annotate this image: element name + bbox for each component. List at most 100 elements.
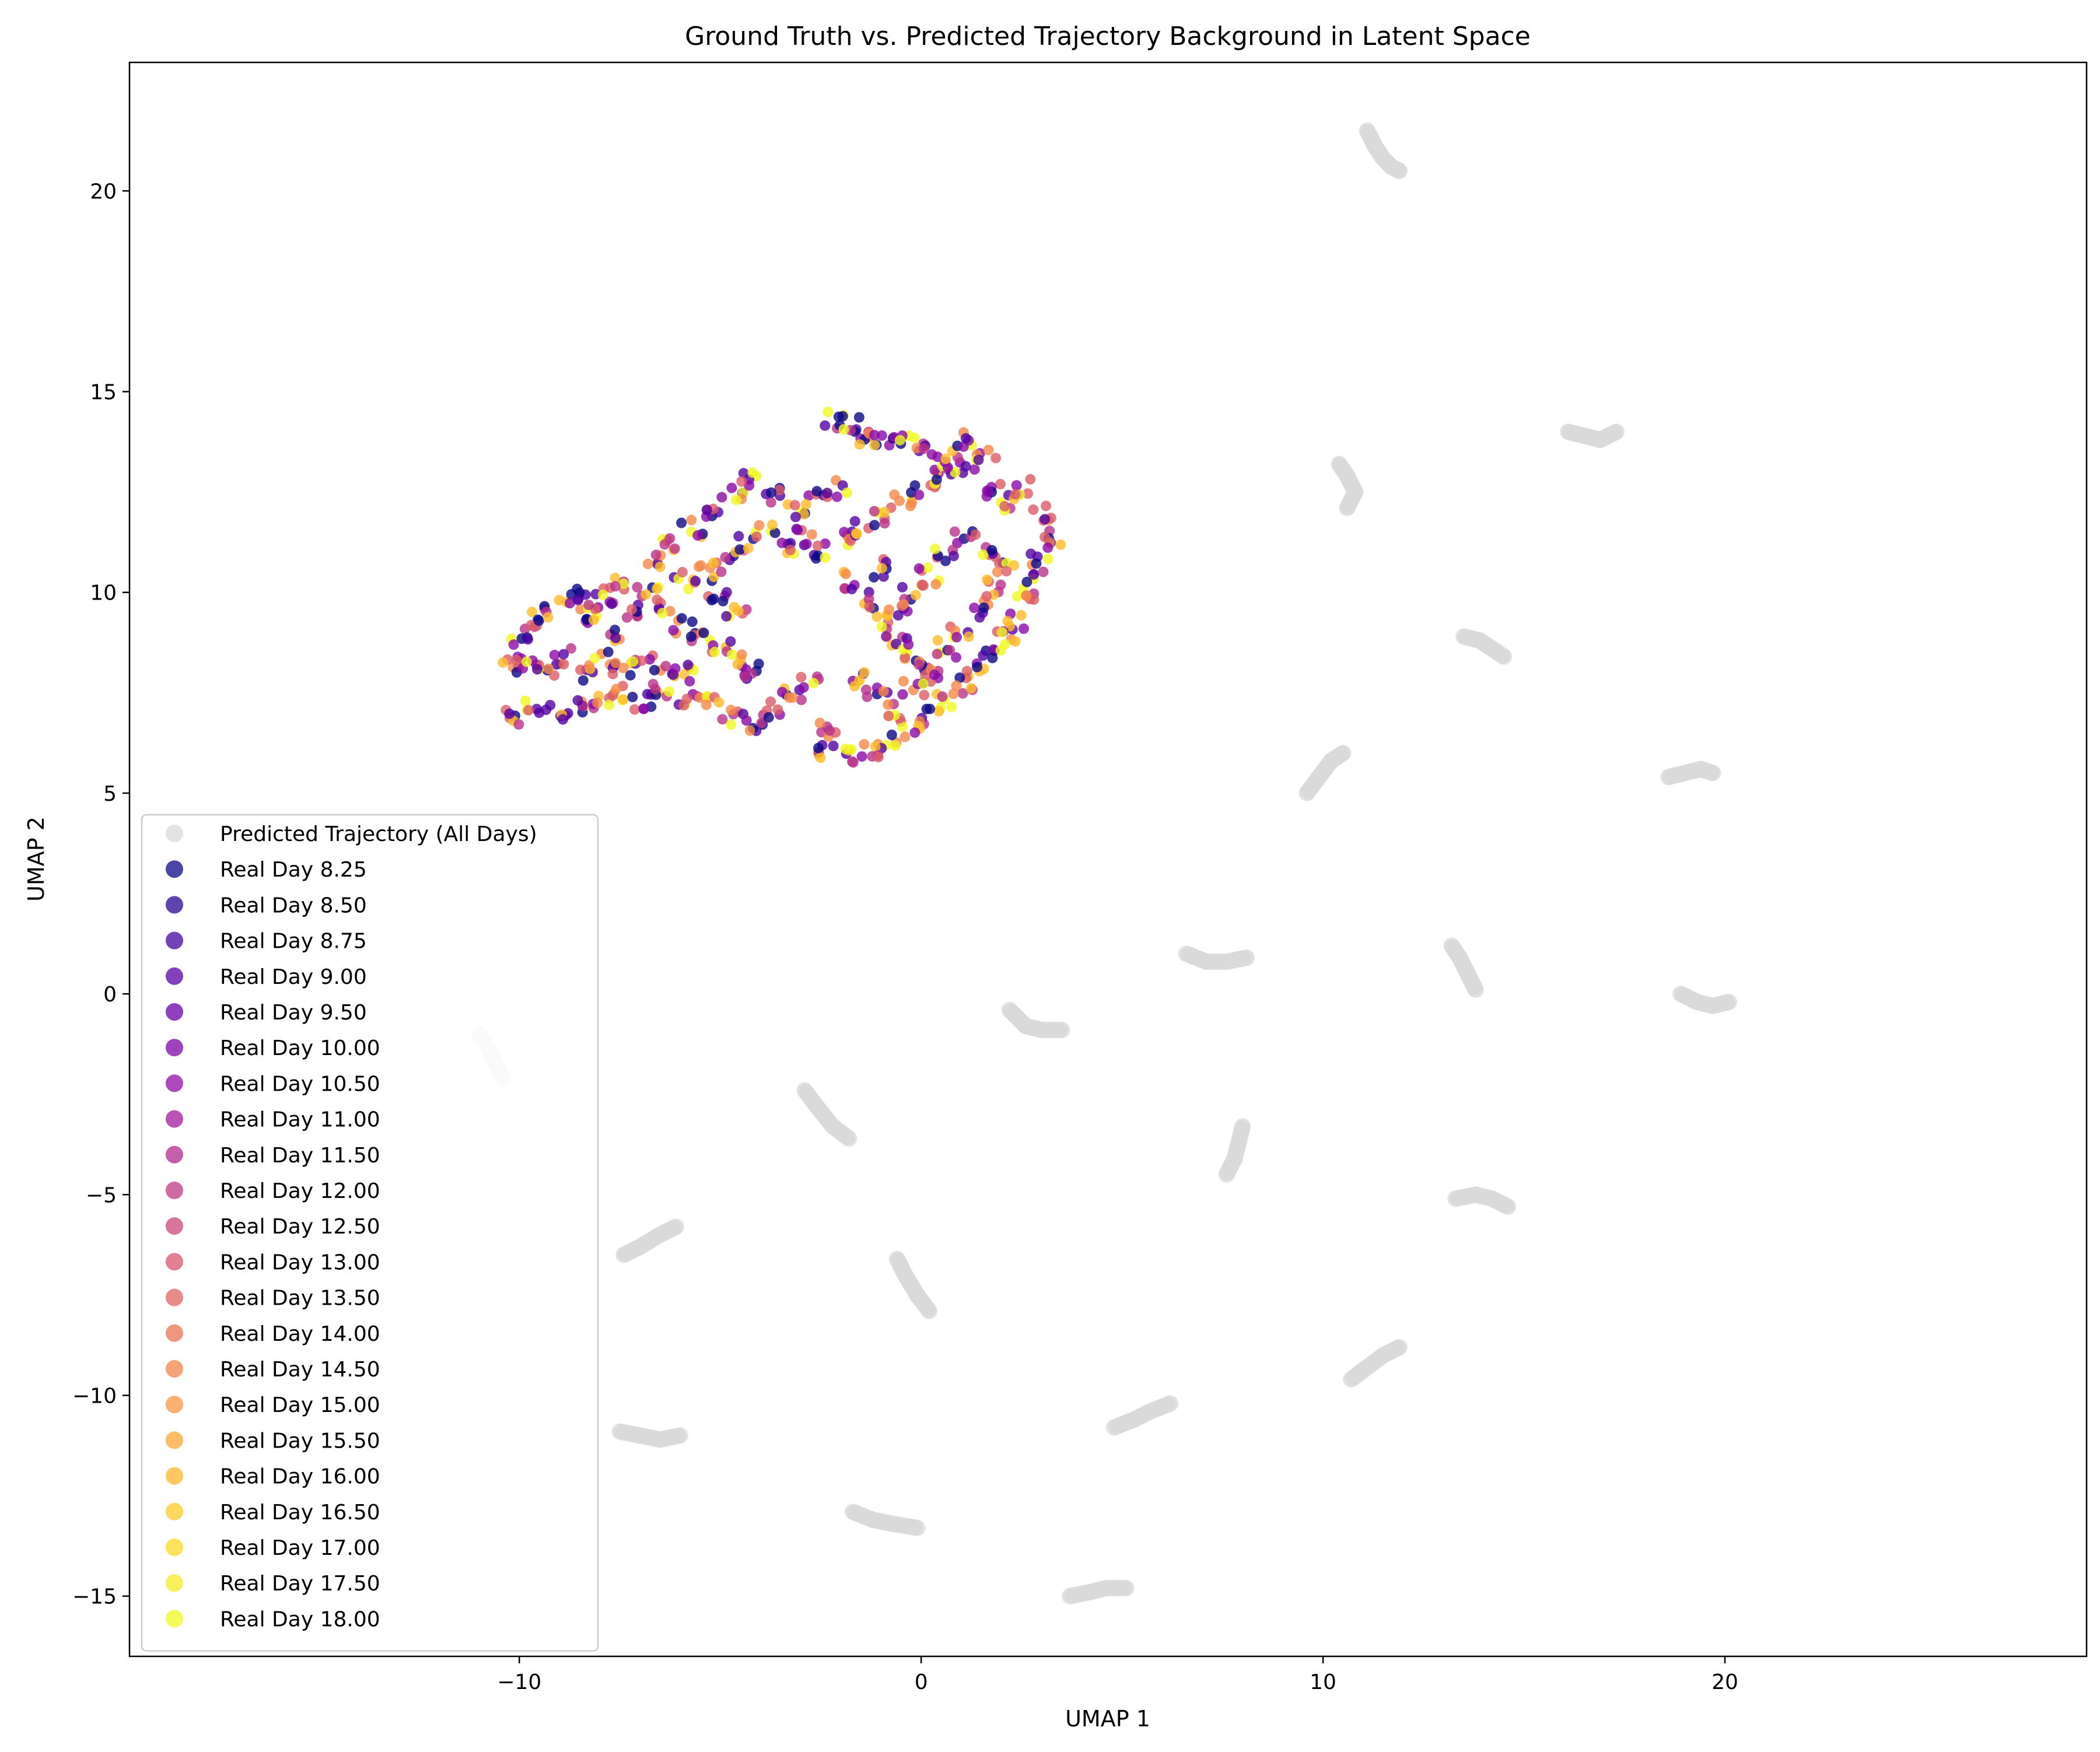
real-day-point bbox=[660, 661, 671, 672]
legend-label: Real Day 16.50 bbox=[220, 1501, 380, 1525]
real-day-point bbox=[592, 697, 603, 708]
real-day-point bbox=[853, 412, 864, 423]
real-day-point bbox=[648, 679, 659, 689]
real-day-point bbox=[726, 482, 737, 493]
real-day-point bbox=[903, 639, 914, 650]
y-tick-label: −15 bbox=[72, 1585, 117, 1609]
real-day-point bbox=[732, 659, 743, 670]
legend-box bbox=[141, 814, 599, 1652]
real-day-point bbox=[790, 511, 801, 523]
y-tick-label: −5 bbox=[86, 1183, 117, 1207]
predicted-cluster bbox=[1343, 1338, 1408, 1387]
real-day-point bbox=[813, 742, 824, 754]
real-day-point bbox=[918, 443, 929, 454]
real-day-point bbox=[932, 451, 943, 462]
real-day-point bbox=[859, 667, 870, 678]
legend-label: Real Day 13.50 bbox=[220, 1287, 380, 1311]
predicted-cluster bbox=[1560, 423, 1625, 448]
predicted-point bbox=[1339, 500, 1356, 517]
x-axis-label: UMAP 1 bbox=[1065, 1706, 1150, 1732]
real-day-point bbox=[1028, 504, 1039, 515]
predicted-cluster bbox=[611, 1423, 688, 1448]
predicted-point bbox=[1467, 982, 1484, 998]
real-day-point bbox=[900, 652, 911, 663]
x-tick-label: −10 bbox=[497, 1670, 541, 1694]
real-day-point bbox=[589, 653, 600, 664]
legend-label: Real Day 12.50 bbox=[220, 1215, 380, 1239]
real-day-point bbox=[905, 500, 916, 511]
legend-label: Real Day 8.25 bbox=[220, 858, 367, 882]
real-day-point bbox=[657, 608, 668, 619]
real-day-point bbox=[869, 572, 880, 583]
legend-marker bbox=[166, 1431, 183, 1449]
predicted-cluster bbox=[888, 1250, 937, 1319]
real-day-point bbox=[914, 659, 925, 670]
real-day-point bbox=[940, 555, 951, 566]
real-day-point bbox=[981, 591, 992, 602]
real-day-point bbox=[910, 590, 921, 601]
real-day-point bbox=[542, 612, 554, 623]
real-day-point bbox=[716, 492, 727, 503]
legend-label: Real Day 13.00 bbox=[220, 1250, 380, 1274]
real-day-point bbox=[785, 545, 796, 555]
real-day-point bbox=[814, 717, 825, 728]
real-day-point bbox=[721, 587, 732, 598]
legend-label: Real Day 8.75 bbox=[220, 930, 367, 954]
real-day-point bbox=[681, 693, 692, 705]
real-day-point bbox=[684, 676, 695, 687]
real-day-point bbox=[543, 663, 554, 674]
real-day-point bbox=[584, 660, 594, 671]
legend: Predicted Trajectory (All Days) Real Day … bbox=[141, 814, 599, 1652]
real-day-point bbox=[846, 584, 858, 594]
real-day-point bbox=[854, 439, 865, 450]
real-day-point bbox=[838, 424, 849, 435]
real-day-point bbox=[618, 578, 629, 589]
real-day-point bbox=[713, 697, 724, 708]
real-day-point bbox=[842, 487, 852, 498]
real-day-point bbox=[879, 507, 890, 518]
real-day-point bbox=[736, 476, 747, 487]
real-day-point bbox=[618, 663, 629, 674]
real-day-point bbox=[597, 589, 608, 600]
real-day-point bbox=[1040, 514, 1051, 525]
real-day-point bbox=[1028, 569, 1040, 580]
real-day-point bbox=[808, 678, 819, 689]
real-day-point bbox=[914, 489, 925, 500]
predicted-point bbox=[1218, 1166, 1235, 1183]
real-day-point bbox=[670, 663, 681, 674]
legend-marker bbox=[166, 1039, 183, 1057]
real-day-point bbox=[958, 441, 969, 452]
real-day-point bbox=[960, 461, 971, 472]
real-day-point bbox=[754, 520, 765, 531]
x-tick-label: 20 bbox=[1712, 1670, 1738, 1694]
real-day-point bbox=[769, 527, 780, 538]
legend-marker bbox=[166, 1253, 183, 1271]
predicted-point bbox=[1391, 1338, 1408, 1355]
predicted-cluster bbox=[1001, 1001, 1070, 1039]
real-day-point bbox=[686, 514, 697, 525]
legend-label: Real Day 10.50 bbox=[220, 1072, 380, 1096]
real-day-point bbox=[983, 486, 993, 497]
real-day-point bbox=[676, 517, 687, 528]
real-day-point bbox=[652, 594, 663, 605]
real-day-point bbox=[520, 695, 531, 706]
real-day-point bbox=[841, 569, 851, 580]
real-day-point bbox=[995, 579, 1006, 590]
real-day-point bbox=[870, 741, 881, 752]
predicted-point bbox=[1054, 1022, 1070, 1039]
real-day-point bbox=[557, 714, 568, 725]
legend-marker bbox=[166, 967, 183, 985]
real-day-point bbox=[508, 639, 519, 650]
real-day-point bbox=[898, 599, 909, 610]
real-day-point bbox=[879, 518, 890, 529]
real-day-point bbox=[869, 440, 880, 451]
predicted-point bbox=[1162, 1395, 1179, 1412]
real-day-point bbox=[726, 705, 737, 716]
real-day-point bbox=[1002, 616, 1013, 627]
real-day-point bbox=[558, 658, 569, 670]
real-day-point bbox=[822, 407, 834, 418]
legend-marker bbox=[166, 1324, 183, 1342]
legend-label: Real Day 16.00 bbox=[220, 1465, 380, 1489]
real-days-layer bbox=[498, 407, 1066, 768]
